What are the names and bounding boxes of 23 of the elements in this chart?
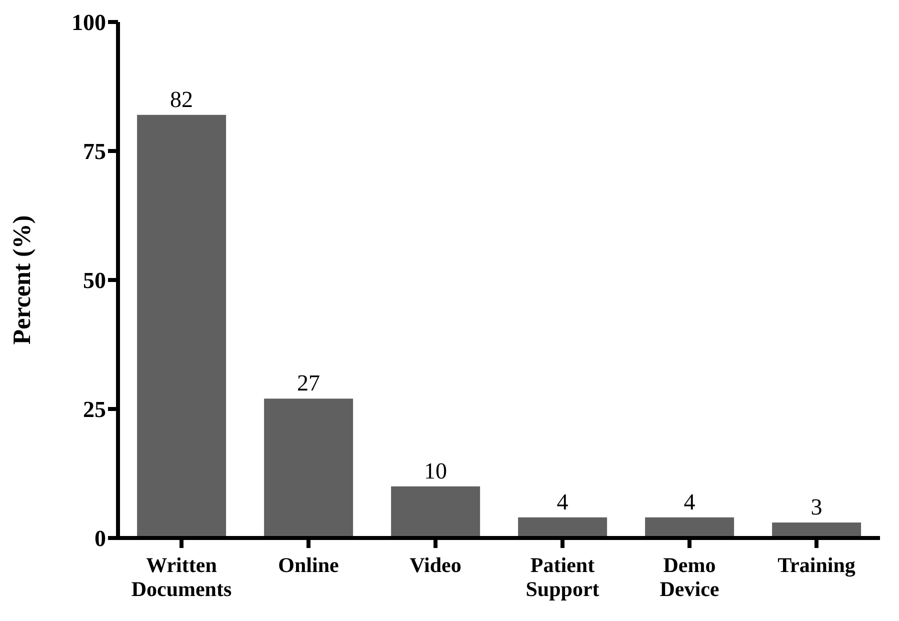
x-tick-label: Patient Support xyxy=(526,553,600,601)
data-label: 4 xyxy=(556,489,569,514)
x-tick-label: Written Documents xyxy=(131,553,232,601)
bar xyxy=(391,486,480,538)
bar xyxy=(137,114,226,538)
y-tick-label: 100 xyxy=(72,10,106,36)
y-tick-label: 25 xyxy=(83,397,106,422)
x-tick-label: Online xyxy=(278,553,339,577)
bar xyxy=(264,398,354,538)
x-tick-label: Video xyxy=(410,553,462,577)
y-tick-label: 50 xyxy=(83,268,106,294)
y-tick-label: 0 xyxy=(94,526,106,552)
data-label: 27 xyxy=(297,370,320,396)
x-tick-label: Demo Device xyxy=(660,553,720,601)
y-axis-title: Percent (%) xyxy=(8,215,36,345)
data-label: 3 xyxy=(810,494,822,520)
bar xyxy=(518,517,608,538)
y-tick-label: 75 xyxy=(83,139,106,164)
x-tick-label: Training xyxy=(778,553,856,577)
bar xyxy=(645,517,734,538)
data-label: 4 xyxy=(684,489,696,514)
data-label: 82 xyxy=(170,86,194,112)
data-label: 10 xyxy=(424,458,448,484)
